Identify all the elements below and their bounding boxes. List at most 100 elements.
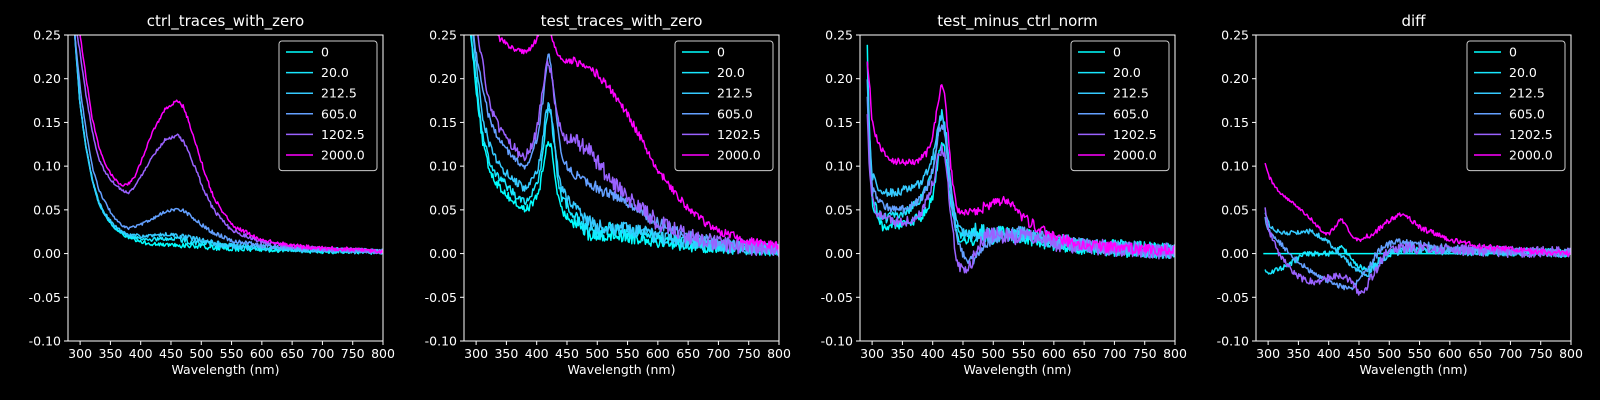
y-tick-label: -0.10 xyxy=(1217,334,1249,349)
series-line-1202_5 xyxy=(76,35,383,255)
legend-entry: 20.0 xyxy=(1113,65,1141,80)
axes-frame xyxy=(859,34,1176,342)
legend: 0 20.0 212.5 605.0 1202.5 2000.0 xyxy=(278,40,378,172)
x-tick-label: 500 xyxy=(1377,346,1401,361)
series-line-1202_5 xyxy=(477,35,779,258)
x-axis-label: Wavelength (nm) xyxy=(172,362,280,377)
y-tick-label: 0.20 xyxy=(825,71,853,86)
series-line-2000_0 xyxy=(866,61,1175,256)
legend-entry: 2000.0 xyxy=(1509,148,1553,163)
x-axis-label: Wavelength (nm) xyxy=(1360,362,1468,377)
y-tick-label: 0.05 xyxy=(825,202,853,217)
legend-entry: 212.5 xyxy=(1113,86,1149,101)
x-tick-label: 600 xyxy=(1042,346,1066,361)
legend-entry: 1202.5 xyxy=(321,127,365,142)
y-tick-label: 0.15 xyxy=(825,115,853,130)
x-tick-label: 800 xyxy=(1163,346,1187,361)
x-tick-label: 700 xyxy=(1102,346,1126,361)
legend-entry: 605.0 xyxy=(1113,106,1149,121)
x-tick-label: 700 xyxy=(1498,346,1522,361)
series-line-1202_5 xyxy=(866,114,1175,274)
chart-title: test_traces_with_zero xyxy=(541,12,703,31)
x-tick-label: 400 xyxy=(129,346,153,361)
legend-entry: 212.5 xyxy=(1509,86,1545,101)
x-tick-label: 800 xyxy=(1559,346,1583,361)
legend-entry: 20.0 xyxy=(717,65,745,80)
legend-entry: 1202.5 xyxy=(1113,127,1157,142)
y-tick-label: -0.05 xyxy=(29,290,61,305)
chart-title: ctrl_traces_with_zero xyxy=(147,12,304,31)
x-tick-label: 300 xyxy=(1256,346,1280,361)
y-tick-label: 0.25 xyxy=(1221,28,1249,43)
y-tick-label: -0.10 xyxy=(821,334,853,349)
legend-entry: 2000.0 xyxy=(321,148,365,163)
series-line-605_0 xyxy=(1264,216,1571,291)
x-tick-label: 800 xyxy=(371,346,395,361)
y-tick-label: 0.00 xyxy=(825,246,853,261)
chart-title: test_minus_ctrl_norm xyxy=(937,12,1098,31)
x-tick-label: 500 xyxy=(585,346,609,361)
series-group xyxy=(469,35,779,258)
legend-entry: 1202.5 xyxy=(1509,127,1553,142)
y-tick-label: 0.10 xyxy=(33,159,61,174)
x-tick-label: 500 xyxy=(189,346,213,361)
x-tick-label: 650 xyxy=(676,346,700,361)
y-tick-label: -0.10 xyxy=(425,334,457,349)
chart-panel-2: 300 350 400 450 500 550 600 650 700 750 800 -0.10 -0… xyxy=(821,12,1187,377)
x-tick-label: 750 xyxy=(1529,346,1553,361)
x-tick-label: 350 xyxy=(494,346,518,361)
x-tick-label: 350 xyxy=(890,346,914,361)
x-tick-label: 750 xyxy=(737,346,761,361)
legend: 0 20.0 212.5 605.0 1202.5 2000.0 xyxy=(1466,40,1566,172)
x-tick-label: 500 xyxy=(981,346,1005,361)
x-tick-label: 600 xyxy=(250,346,274,361)
x-tick-label: 750 xyxy=(1133,346,1157,361)
y-tick-label: 0.25 xyxy=(825,28,853,43)
legend-entry: 20.0 xyxy=(321,65,349,80)
x-tick-label: 600 xyxy=(1438,346,1462,361)
x-tick-label: 600 xyxy=(646,346,670,361)
y-tick-label: 0.20 xyxy=(33,71,61,86)
legend-entry: 605.0 xyxy=(321,106,357,121)
x-tick-label: 450 xyxy=(555,346,579,361)
chart-title: diff xyxy=(1401,12,1426,30)
y-tick-label: 0.00 xyxy=(1221,246,1249,261)
legend-entry: 20.0 xyxy=(1509,65,1537,80)
y-tick-label: 0.05 xyxy=(33,202,61,217)
x-tick-label: 650 xyxy=(280,346,304,361)
x-tick-label: 300 xyxy=(860,346,884,361)
y-tick-label: 0.15 xyxy=(33,115,61,130)
chart-panel-0: 300 350 400 450 500 550 600 650 700 750 800 -0.10 -0… xyxy=(29,12,395,377)
x-tick-label: 800 xyxy=(767,346,791,361)
legend-entry: 605.0 xyxy=(717,106,753,121)
y-tick-label: -0.05 xyxy=(821,290,853,305)
legend: 0 20.0 212.5 605.0 1202.5 2000.0 xyxy=(1070,40,1170,172)
x-tick-label: 300 xyxy=(464,346,488,361)
axes-frame xyxy=(1255,34,1572,342)
x-tick-label: 550 xyxy=(1012,346,1036,361)
x-tick-label: 450 xyxy=(159,346,183,361)
legend-box xyxy=(674,40,774,172)
legend-entry: 605.0 xyxy=(1509,106,1545,121)
legend-entry: 0 xyxy=(1113,45,1121,60)
x-tick-label: 550 xyxy=(616,346,640,361)
legend-entry: 1202.5 xyxy=(717,127,761,142)
legend-box xyxy=(1070,40,1170,172)
axes-frame xyxy=(463,34,780,342)
legend-entry: 0 xyxy=(717,45,725,60)
x-axis-label: Wavelength (nm) xyxy=(568,362,676,377)
y-tick-label: 0.15 xyxy=(1221,115,1249,130)
x-tick-label: 350 xyxy=(1286,346,1310,361)
x-tick-label: 400 xyxy=(921,346,945,361)
x-tick-label: 750 xyxy=(341,346,365,361)
y-tick-label: -0.05 xyxy=(425,290,457,305)
x-axis-label: Wavelength (nm) xyxy=(964,362,1072,377)
chart-panel-3: 300 350 400 450 500 550 600 650 700 750 800 -0.10 -0… xyxy=(1217,12,1583,377)
x-tick-label: 550 xyxy=(1408,346,1432,361)
legend-entry: 0 xyxy=(1509,45,1517,60)
y-tick-label: 0.25 xyxy=(429,28,457,43)
legend: 0 20.0 212.5 605.0 1202.5 2000.0 xyxy=(674,40,774,172)
y-tick-label: 0.15 xyxy=(429,115,457,130)
x-tick-label: 650 xyxy=(1468,346,1492,361)
